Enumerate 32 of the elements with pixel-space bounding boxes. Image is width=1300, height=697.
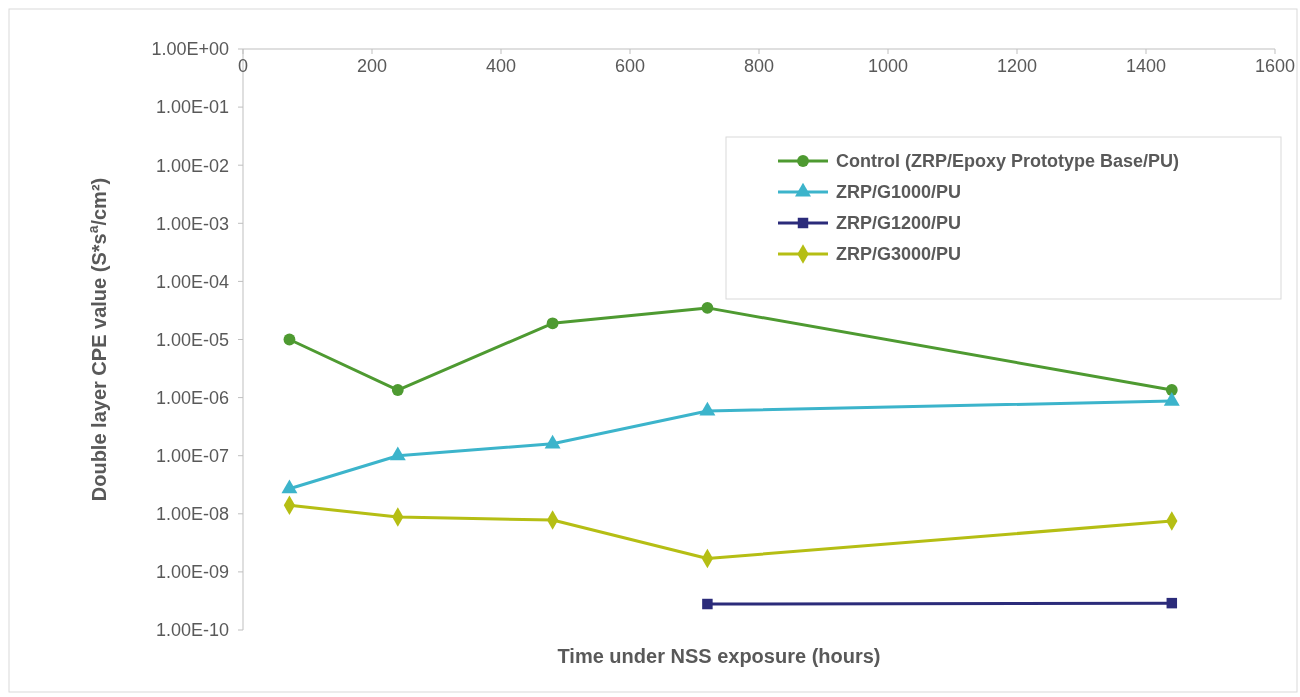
legend-label: ZRP/G1200/PU — [836, 213, 962, 234]
legend-label: Control (ZRP/Epoxy Prototype Base/PU) — [836, 151, 1180, 172]
point — [1166, 597, 1178, 609]
point — [546, 317, 559, 330]
x-tick-label: 0 — [237, 56, 249, 76]
y-tick-label: 1.00E-09 — [155, 562, 229, 583]
y-tick-label: 1.00E-04 — [155, 271, 229, 292]
legend-label: ZRP/G3000/PU — [836, 244, 962, 265]
y-tick-label: 1.00E-06 — [155, 387, 229, 408]
x-tick-label: 1400 — [1125, 56, 1167, 76]
y-tick-label: 1.00E-01 — [155, 97, 229, 118]
x-tick-label: 800 — [743, 56, 775, 76]
x-tick-label: 1600 — [1254, 56, 1296, 76]
point — [1165, 384, 1178, 396]
x-tick-label: 1000 — [867, 56, 909, 76]
x-tick-label: 600 — [614, 56, 646, 76]
point — [283, 333, 296, 346]
y-tick-label: 1.00E-10 — [155, 620, 229, 641]
point — [391, 384, 404, 396]
y-tick-label: 1.00E-08 — [155, 504, 229, 525]
y-tick-label: 1.00E-03 — [155, 213, 229, 234]
legend-label: ZRP/G1000/PU — [836, 182, 962, 203]
y-tick-label: 1.00E+00 — [151, 39, 229, 60]
point — [701, 301, 714, 314]
x-tick-label: 400 — [485, 56, 517, 76]
y-tick-label: 1.00E-05 — [155, 329, 229, 350]
x-axis-title: Time under NSS exposure (hours) — [557, 645, 881, 667]
y-tick-label: 1.00E-07 — [155, 446, 229, 466]
x-tick-label: 1200 — [996, 56, 1038, 76]
point — [702, 598, 713, 610]
y-tick-label: 1.00E-02 — [155, 155, 229, 176]
x-tick-label: 200 — [356, 56, 388, 76]
